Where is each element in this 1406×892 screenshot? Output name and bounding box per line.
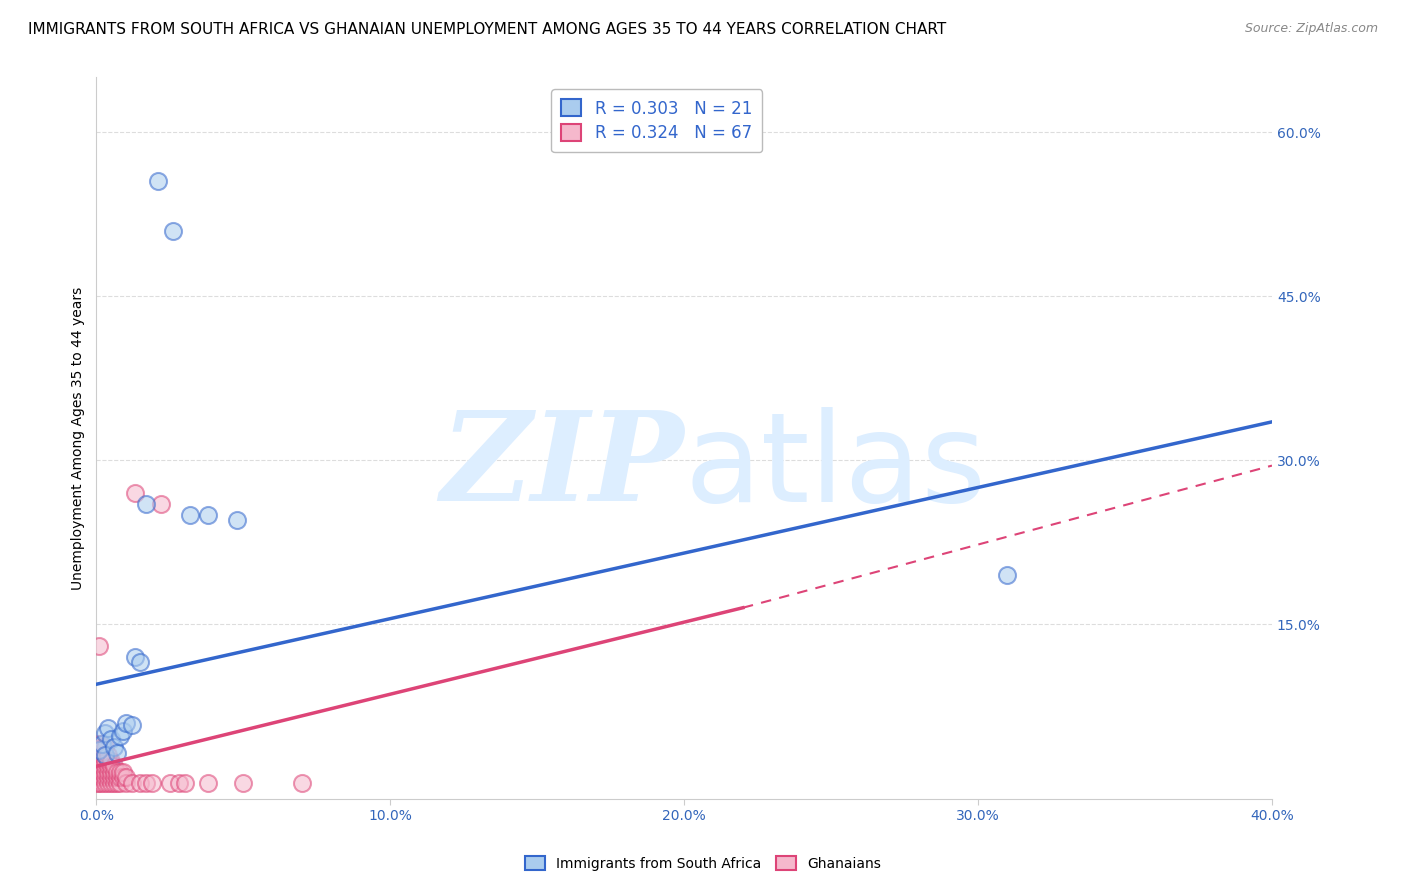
Point — [167, 775, 190, 789]
Point — [162, 223, 184, 237]
Point — [150, 497, 173, 511]
Point — [94, 726, 117, 740]
Point — [91, 770, 114, 784]
Point — [129, 775, 152, 789]
Point — [94, 770, 117, 784]
Point — [91, 764, 114, 779]
Point — [159, 775, 181, 789]
Y-axis label: Unemployment Among Ages 35 to 44 years: Unemployment Among Ages 35 to 44 years — [72, 286, 86, 590]
Point — [105, 746, 128, 760]
Point — [89, 639, 111, 653]
Point — [89, 764, 111, 779]
Point — [121, 717, 143, 731]
Point — [111, 770, 134, 784]
Text: IMMIGRANTS FROM SOUTH AFRICA VS GHANAIAN UNEMPLOYMENT AMONG AGES 35 TO 44 YEARS : IMMIGRANTS FROM SOUTH AFRICA VS GHANAIAN… — [28, 22, 946, 37]
Point — [121, 775, 143, 789]
Point — [105, 764, 128, 779]
Point — [87, 768, 110, 782]
Point — [103, 759, 125, 773]
Point — [97, 721, 120, 735]
Point — [94, 748, 117, 763]
Point — [114, 770, 136, 784]
Point — [94, 775, 117, 789]
Point — [87, 761, 110, 775]
Point — [89, 770, 111, 784]
Text: Source: ZipAtlas.com: Source: ZipAtlas.com — [1244, 22, 1378, 36]
Point — [89, 759, 111, 773]
Point — [91, 738, 114, 752]
Point — [103, 764, 125, 779]
Point — [103, 739, 125, 754]
Point — [103, 770, 125, 784]
Point — [179, 508, 201, 522]
Legend: Immigrants from South Africa, Ghanaians: Immigrants from South Africa, Ghanaians — [519, 850, 887, 876]
Point — [94, 754, 117, 768]
Point — [91, 759, 114, 773]
Point — [146, 174, 169, 188]
Text: atlas: atlas — [685, 407, 986, 527]
Point — [100, 759, 122, 773]
Point — [100, 731, 122, 746]
Point — [141, 775, 163, 789]
Point — [97, 775, 120, 789]
Point — [91, 754, 114, 768]
Point — [100, 775, 122, 789]
Point — [232, 775, 254, 789]
Point — [87, 764, 110, 779]
Text: ZIP: ZIP — [440, 407, 685, 528]
Legend: R = 0.303   N = 21, R = 0.324   N = 67: R = 0.303 N = 21, R = 0.324 N = 67 — [551, 89, 762, 153]
Point — [114, 715, 136, 730]
Point — [97, 759, 120, 773]
Point — [111, 724, 134, 739]
Point — [108, 770, 131, 784]
Point — [89, 754, 111, 768]
Point — [105, 770, 128, 784]
Point — [100, 764, 122, 779]
Point — [124, 649, 146, 664]
Point — [91, 739, 114, 754]
Point — [86, 775, 108, 789]
Point — [86, 772, 108, 787]
Point — [94, 739, 117, 754]
Point — [94, 748, 117, 763]
Point — [100, 754, 122, 768]
Point — [105, 775, 128, 789]
Point — [226, 513, 249, 527]
Point — [97, 748, 120, 763]
Point — [108, 729, 131, 743]
Point — [89, 775, 111, 789]
Point — [94, 759, 117, 773]
Point — [89, 743, 111, 757]
Point — [114, 775, 136, 789]
Point — [97, 770, 120, 784]
Point — [108, 775, 131, 789]
Point — [97, 764, 120, 779]
Point — [997, 568, 1019, 582]
Point — [108, 764, 131, 779]
Point — [124, 486, 146, 500]
Point — [291, 775, 314, 789]
Point — [197, 508, 219, 522]
Point — [111, 764, 134, 779]
Point — [135, 497, 157, 511]
Point — [97, 754, 120, 768]
Point — [197, 775, 219, 789]
Point — [89, 748, 111, 763]
Point — [94, 764, 117, 779]
Point — [100, 770, 122, 784]
Point — [129, 656, 152, 670]
Point — [103, 775, 125, 789]
Point — [173, 775, 195, 789]
Point — [87, 772, 110, 787]
Point — [91, 748, 114, 763]
Point — [135, 775, 157, 789]
Point — [91, 775, 114, 789]
Point — [89, 738, 111, 752]
Point — [87, 770, 110, 784]
